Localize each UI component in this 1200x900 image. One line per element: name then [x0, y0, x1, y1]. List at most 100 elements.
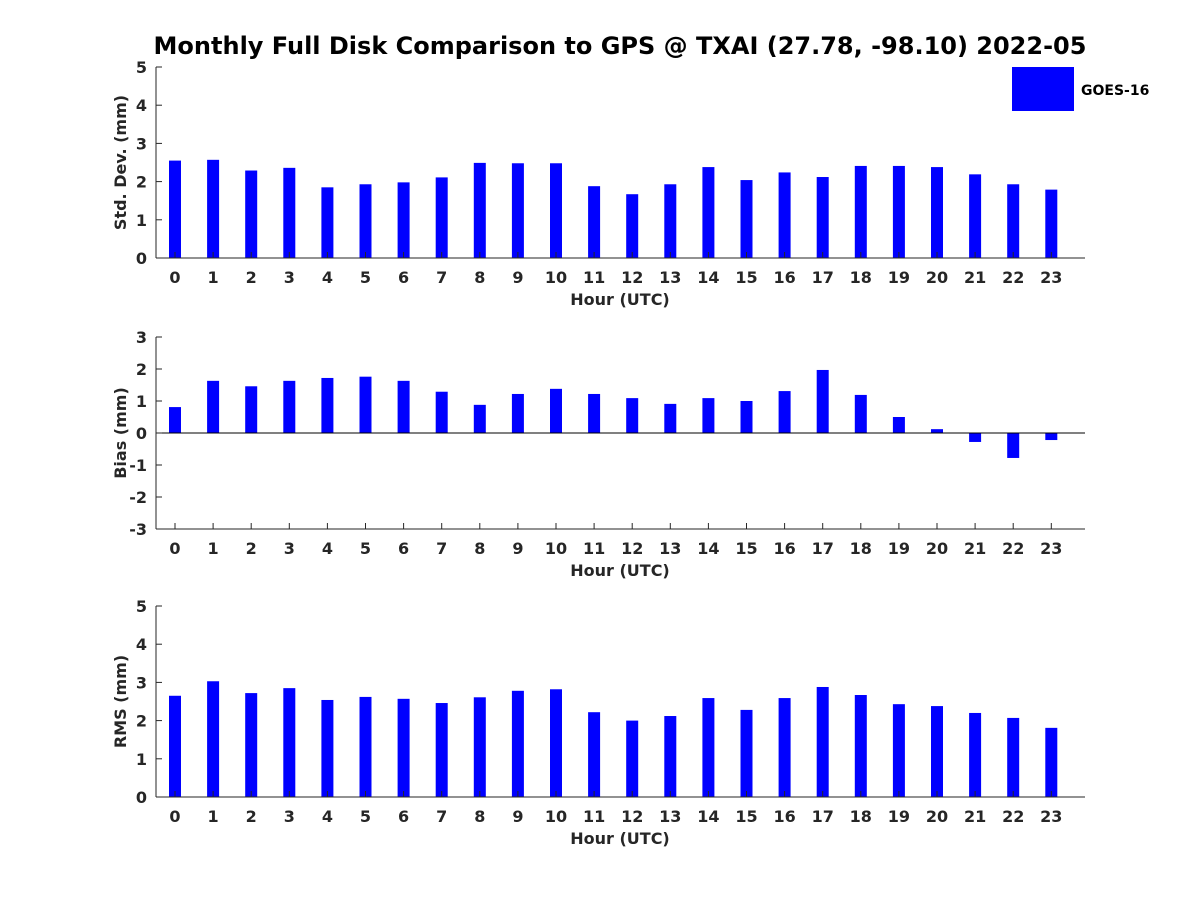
y-tick-label: 4 [136, 96, 147, 115]
x-tick-label: 14 [697, 807, 719, 826]
bar [359, 696, 372, 797]
bar [969, 433, 982, 442]
x-axis-label: Hour (UTC) [570, 561, 670, 580]
bar [397, 380, 410, 433]
x-tick-label: 6 [398, 807, 409, 826]
x-tick-label: 5 [360, 268, 371, 287]
x-tick-label: 15 [735, 268, 757, 287]
bar [778, 698, 791, 797]
y-tick-label: 2 [136, 360, 147, 379]
bar [435, 177, 448, 258]
bar [931, 167, 943, 258]
y-tick-label: 0 [136, 788, 147, 807]
y-tick-label: 3 [136, 328, 147, 347]
x-tick-label: 22 [1002, 807, 1024, 826]
bar [626, 194, 639, 258]
y-tick-label: 1 [136, 211, 147, 230]
bar [1045, 727, 1058, 797]
x-tick-label: 2 [246, 268, 257, 287]
bar [397, 182, 410, 258]
x-tick-label: 5 [360, 807, 371, 826]
x-tick-label: 18 [850, 268, 872, 287]
x-tick-label: 3 [284, 539, 295, 558]
x-tick-label: 11 [583, 807, 605, 826]
x-tick-label: 9 [512, 807, 523, 826]
x-tick-label: 18 [850, 539, 872, 558]
x-tick-label: 21 [964, 539, 986, 558]
bar [511, 690, 524, 797]
bar [169, 695, 181, 797]
bar [321, 377, 334, 433]
x-tick-label: 8 [474, 268, 485, 287]
bar [207, 159, 220, 258]
bar [626, 398, 639, 433]
bar [245, 386, 258, 433]
x-tick-label: 14 [697, 268, 719, 287]
bar [245, 693, 258, 797]
y-tick-label: 1 [136, 750, 147, 769]
bar [359, 184, 372, 258]
x-tick-label: 2 [246, 539, 257, 558]
x-axis-label: Hour (UTC) [570, 290, 670, 309]
bar [664, 403, 677, 433]
legend-label: GOES-16 [1081, 83, 1149, 99]
x-axis-label: Hour (UTC) [570, 829, 670, 848]
bar [473, 697, 486, 797]
bar [435, 703, 448, 797]
bar [550, 388, 562, 433]
x-tick-label: 16 [773, 807, 795, 826]
x-tick-label: 10 [545, 539, 567, 558]
y-axis-label: RMS (mm) [111, 655, 130, 748]
x-tick-label: 1 [208, 807, 219, 826]
x-tick-label: 8 [474, 807, 485, 826]
x-tick-label: 16 [773, 539, 795, 558]
bar [778, 172, 791, 258]
x-tick-label: 17 [812, 268, 834, 287]
bar [816, 686, 829, 797]
x-tick-label: 17 [812, 539, 834, 558]
bar [473, 404, 486, 433]
bar [854, 394, 867, 433]
bar [435, 391, 448, 433]
x-tick-label: 19 [888, 539, 910, 558]
bar [1045, 433, 1058, 441]
x-tick-label: 7 [436, 268, 447, 287]
y-tick-label: -2 [129, 488, 147, 507]
bar [664, 716, 677, 797]
bar [169, 160, 181, 258]
x-tick-label: 20 [926, 268, 948, 287]
bar [169, 407, 181, 433]
x-tick-label: 20 [926, 807, 948, 826]
x-tick-label: 5 [360, 539, 371, 558]
x-tick-label: 2 [246, 807, 257, 826]
bar [1045, 189, 1058, 258]
bar [816, 177, 829, 258]
bar [1007, 717, 1020, 797]
x-tick-label: 4 [322, 268, 333, 287]
x-tick-label: 23 [1040, 268, 1062, 287]
bar [397, 698, 410, 797]
x-tick-label: 12 [621, 807, 643, 826]
y-tick-label: 2 [136, 173, 147, 192]
x-tick-label: 0 [169, 268, 180, 287]
x-tick-label: 1 [208, 539, 219, 558]
bar [321, 699, 334, 797]
bar [892, 417, 905, 433]
y-tick-label: 4 [136, 635, 147, 654]
y-tick-label: -1 [129, 456, 147, 475]
x-tick-label: 21 [964, 268, 986, 287]
legend-swatch [1012, 67, 1074, 111]
x-tick-label: 3 [284, 268, 295, 287]
x-tick-label: 22 [1002, 268, 1024, 287]
bar [702, 398, 715, 433]
y-tick-label: -3 [129, 520, 147, 539]
bar [969, 712, 982, 797]
x-tick-label: 13 [659, 807, 681, 826]
x-tick-label: 6 [398, 268, 409, 287]
bar [740, 401, 753, 433]
bar [321, 187, 334, 258]
x-tick-label: 15 [735, 807, 757, 826]
bar [702, 167, 715, 258]
bar [892, 704, 905, 797]
